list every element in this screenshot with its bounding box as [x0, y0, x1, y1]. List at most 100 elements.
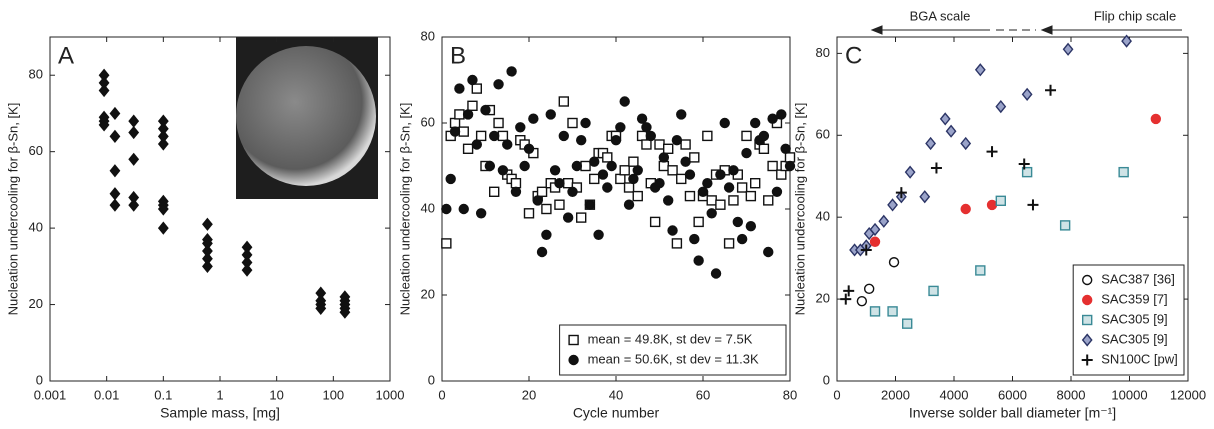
- x-tick-label: 0.01: [94, 387, 119, 402]
- y-tick-label: 0: [823, 372, 830, 387]
- point: [667, 165, 678, 176]
- point: [654, 139, 665, 150]
- point: [689, 152, 700, 163]
- point: [602, 182, 613, 193]
- point: [554, 177, 565, 189]
- point: [523, 208, 535, 219]
- point: [576, 134, 587, 146]
- point: [702, 130, 713, 142]
- point: [930, 162, 942, 174]
- point: [597, 169, 609, 180]
- point: [484, 160, 496, 172]
- point: [523, 143, 535, 155]
- x-tick-label: 10: [269, 387, 283, 402]
- legend-label: SAC359 [7]: [1101, 291, 1168, 306]
- point: [736, 182, 748, 193]
- point: [502, 139, 513, 150]
- legend-marker: [1081, 314, 1093, 326]
- point: [157, 202, 169, 216]
- y-tick-label: 40: [29, 220, 43, 235]
- point: [887, 198, 898, 212]
- point: [719, 117, 730, 129]
- point: [489, 130, 500, 142]
- x-tick-label: 4000: [940, 387, 969, 402]
- y-axis-label: Nucleation undercooling for β-Sn, [K]: [792, 103, 807, 316]
- point: [693, 255, 704, 266]
- point: [462, 143, 474, 155]
- legend-marker: [568, 354, 579, 366]
- point: [109, 187, 121, 201]
- point: [732, 216, 743, 228]
- point: [860, 244, 872, 256]
- point: [763, 195, 774, 206]
- point: [641, 139, 652, 150]
- point: [645, 130, 656, 142]
- point: [541, 203, 552, 215]
- point: [458, 126, 469, 137]
- point: [697, 186, 709, 198]
- point: [602, 152, 613, 163]
- y-tick-label: 60: [29, 143, 43, 158]
- y-tick-label: 0: [428, 372, 435, 387]
- point: [109, 129, 121, 143]
- point: [449, 126, 461, 137]
- x-tick-label: 12000: [1170, 387, 1206, 402]
- x-axis-label: Inverse solder ball diameter [m⁻¹]: [909, 405, 1116, 421]
- point: [528, 113, 539, 124]
- point: [680, 156, 691, 167]
- point: [584, 199, 596, 210]
- y-axis-label: Nucleation undercooling for β-Sn, [K]: [5, 103, 20, 316]
- point: [1121, 34, 1132, 48]
- point: [109, 164, 121, 178]
- point: [489, 186, 500, 198]
- point: [684, 169, 696, 180]
- point: [995, 195, 1006, 207]
- y-tick-label: 60: [816, 127, 830, 142]
- point: [869, 306, 881, 317]
- point: [667, 225, 678, 236]
- point: [458, 203, 469, 215]
- x-axis-label: Cycle number: [573, 405, 660, 421]
- point: [728, 195, 739, 206]
- point: [750, 177, 761, 189]
- point: [554, 199, 565, 210]
- point: [776, 109, 787, 120]
- y-axis-label: Nucleation undercooling for β-Sn, [K]: [397, 103, 412, 316]
- x-tick-label: 10000: [1111, 387, 1147, 402]
- point: [887, 306, 898, 317]
- point: [676, 109, 687, 120]
- point: [619, 96, 630, 107]
- legend-label: SAC387 [36]: [1101, 271, 1175, 286]
- x-tick-label: 0.1: [154, 387, 172, 402]
- point: [840, 293, 852, 305]
- point: [128, 125, 140, 140]
- point: [856, 295, 868, 307]
- legend-marker: [1081, 294, 1093, 306]
- point: [1118, 166, 1129, 178]
- point: [541, 229, 552, 241]
- y-tick-label: 40: [421, 200, 435, 215]
- x-tick-label: 0.001: [34, 387, 67, 402]
- point: [471, 83, 482, 94]
- point: [589, 156, 600, 167]
- point: [623, 182, 635, 193]
- x-tick-label: 8000: [1057, 387, 1086, 402]
- point: [723, 238, 735, 249]
- point: [589, 173, 600, 185]
- point: [1062, 42, 1074, 56]
- x-tick-label: 0: [833, 387, 840, 402]
- point: [960, 203, 971, 215]
- point: [628, 173, 639, 185]
- point: [710, 268, 722, 279]
- point: [593, 229, 604, 241]
- y-tick-label: 0: [36, 372, 43, 387]
- point: [986, 199, 998, 211]
- scale-arrows: [870, 25, 1182, 35]
- point: [632, 190, 643, 202]
- point: [202, 259, 213, 273]
- point: [615, 122, 626, 133]
- x-tick-label: 1: [216, 387, 223, 402]
- x-tick-label: 20: [522, 387, 536, 402]
- y-tick-label: 20: [816, 291, 830, 306]
